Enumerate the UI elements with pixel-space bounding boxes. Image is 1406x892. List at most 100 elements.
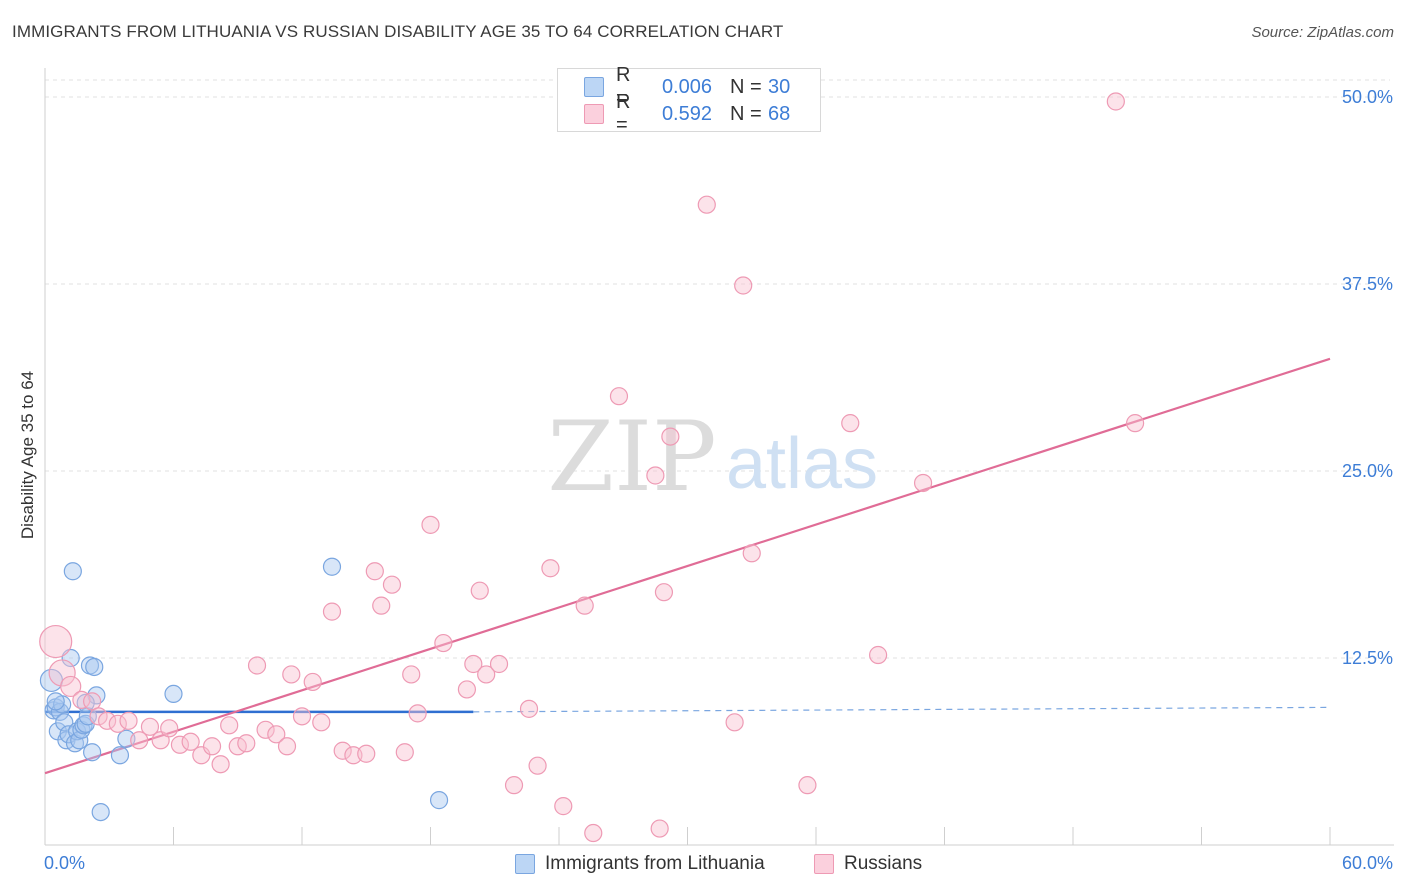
russians-point: [277, 737, 297, 756]
russians-point: [357, 744, 376, 763]
bottom-legend-label: Russians: [844, 853, 923, 874]
stats-legend: R = 0.006 N = 30 R = 0.592 N = 68: [557, 64, 821, 136]
russians-point: [170, 735, 190, 754]
r-label: R =: [616, 91, 631, 136]
lithuania-point: [83, 743, 102, 762]
russians-point: [48, 659, 76, 687]
r-value: 0.006: [661, 75, 712, 98]
source-label: Source: ZipAtlas.com: [1251, 24, 1394, 41]
russians-point: [457, 680, 477, 699]
y-axis-label: Disability Age 35 to 64: [18, 370, 37, 540]
r-value: 0.592: [661, 102, 712, 125]
russians-point: [395, 743, 414, 762]
russians-point: [1126, 414, 1145, 433]
russians-point: [464, 654, 483, 674]
russians-point: [220, 716, 239, 735]
russians-point: [237, 734, 256, 753]
russians-point: [519, 699, 539, 718]
russians-point: [541, 559, 560, 578]
y-tick-label: 37.5%: [1342, 274, 1393, 294]
russians-point: [322, 602, 342, 621]
russians-point: [434, 633, 453, 653]
russians-point: [108, 714, 127, 733]
russians-point: [489, 654, 509, 674]
n-value: 68: [768, 102, 791, 125]
lithuania-point: [164, 684, 183, 704]
russians-point: [89, 707, 108, 726]
bottom-legend-label: Immigrants from Lithuania: [545, 853, 765, 874]
lithuania-point: [429, 791, 449, 810]
russians-point: [267, 725, 286, 744]
chart-title: IMMIGRANTS FROM LITHUANIA VS RUSSIAN DIS…: [12, 22, 784, 41]
russians-point: [869, 645, 888, 665]
russians-point: [140, 717, 160, 736]
lithuania-point: [78, 707, 97, 726]
russians-point: [202, 737, 222, 756]
russians-point: [734, 276, 753, 295]
russians-point: [402, 665, 421, 684]
russians-point: [742, 544, 761, 563]
watermark-zip: ZIP: [547, 401, 716, 513]
n-label: N =: [730, 102, 762, 125]
russians-point: [256, 720, 275, 739]
bottom-legend-lithuania: Immigrants from Lithuania: [515, 852, 765, 876]
russians-point: [470, 581, 489, 600]
y-tick-label: 50.0%: [1342, 87, 1393, 107]
x-tick-label: 60.0%: [1342, 853, 1393, 873]
russians-point: [654, 583, 674, 602]
russians-point: [130, 731, 149, 750]
legend-row-russians: R = 0.592 N = 68: [584, 91, 791, 136]
russians-point: [477, 665, 496, 684]
lithuania-point: [110, 746, 130, 765]
russians-point: [554, 797, 573, 816]
russians-point: [292, 707, 312, 726]
russians-point: [575, 596, 594, 615]
trend-lines: [44, 357, 1331, 775]
russians-point: [119, 711, 138, 730]
russians-point: [211, 755, 230, 774]
russians-point: [1106, 92, 1125, 111]
bottom-legend-russians: Russians: [814, 852, 922, 876]
russians-trend-line: [44, 357, 1331, 775]
x-tick-label: 0.0%: [44, 853, 85, 873]
russians-point: [421, 515, 440, 534]
russians-point: [333, 741, 352, 760]
legend-row-lithuania: R = 0.006 N = 30: [584, 64, 791, 109]
russians-point: [365, 562, 384, 581]
russians-point: [83, 692, 102, 711]
russians-point: [181, 732, 200, 751]
legend-swatch-pink: [584, 104, 604, 124]
r-label: R =: [616, 64, 631, 109]
russians-point: [528, 756, 547, 775]
russians-point: [282, 665, 301, 684]
russians-point: [697, 195, 716, 214]
russians-point: [98, 711, 117, 730]
russians-point: [841, 414, 860, 433]
russians-point: [312, 713, 331, 732]
y-tick-label: 25.0%: [1342, 461, 1393, 481]
n-label: N =: [730, 75, 762, 98]
russians-point: [584, 823, 603, 843]
russians-point: [372, 596, 391, 615]
n-value: 30: [768, 75, 791, 98]
russians-point: [160, 719, 179, 738]
grid-lines: [45, 79, 1390, 659]
lithuania-trend-extension: [473, 706, 1331, 713]
legend-swatch-blue: [584, 77, 604, 97]
data-points: [39, 92, 1145, 843]
tick-labels: 12.5% 25.0% 37.5% 50.0% 0.0% 60.0%: [44, 87, 1393, 873]
bottom-legend-swatch-pink: [814, 854, 834, 874]
lithuania-point: [63, 562, 82, 581]
bottom-legend-swatch-blue: [515, 854, 535, 874]
russians-point: [646, 466, 665, 485]
russians-point: [382, 575, 402, 594]
russians-point: [661, 427, 680, 446]
russians-point: [60, 675, 82, 698]
russians-point: [39, 624, 73, 659]
russians-point: [609, 387, 629, 406]
watermark: ZIP atlas: [547, 401, 878, 513]
lithuania-point: [85, 657, 104, 677]
lithuania-point: [322, 557, 342, 576]
russians-point: [913, 473, 933, 493]
